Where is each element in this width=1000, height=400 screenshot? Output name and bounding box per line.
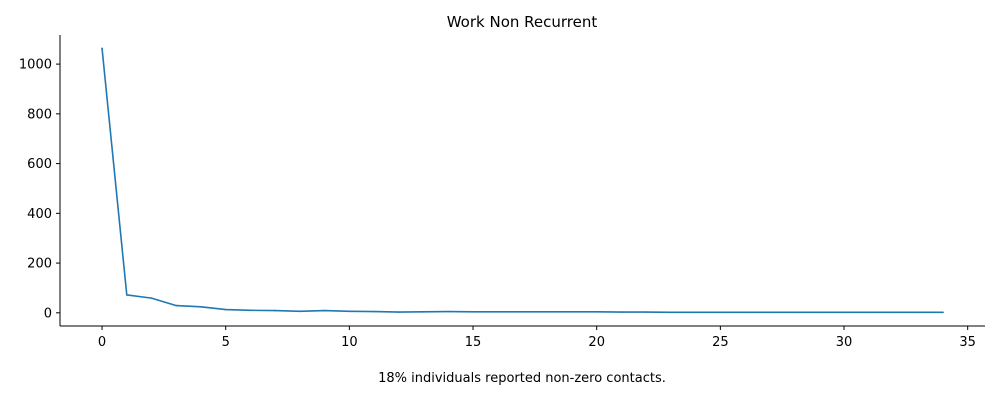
data-point <box>694 311 697 314</box>
y-tick-label: 1000 <box>19 58 52 73</box>
chart-note: 18% individuals reported non-zero contac… <box>378 371 666 386</box>
data-point <box>200 306 202 308</box>
data-point <box>472 311 474 313</box>
data-point <box>274 309 276 312</box>
x-axis-ticks: 0 5 10 15 20 25 30 35 <box>98 326 976 350</box>
x-tick-label: 10 <box>341 335 358 350</box>
data-point <box>521 311 524 313</box>
y-tick-label: 400 <box>27 207 52 222</box>
x-tick-label: 25 <box>712 335 729 350</box>
series-line <box>101 47 944 314</box>
x-tick-label: 20 <box>588 335 605 350</box>
data-point <box>843 311 845 314</box>
data-point <box>769 311 771 314</box>
data-point <box>744 311 746 314</box>
data-point <box>670 311 672 314</box>
chart-title: Work Non Recurrent <box>447 13 598 31</box>
data-point <box>917 311 920 314</box>
data-point <box>398 311 400 313</box>
data-point <box>546 311 549 313</box>
data-point <box>496 311 499 313</box>
x-tick-label: 0 <box>98 335 106 350</box>
data-point <box>422 311 425 313</box>
x-tick-label: 30 <box>836 335 853 350</box>
data-point <box>175 304 178 307</box>
data-point <box>373 310 375 313</box>
data-point <box>224 308 227 311</box>
data-point <box>892 311 895 314</box>
data-point <box>645 311 647 313</box>
data-point <box>150 297 153 299</box>
data-point <box>571 311 573 313</box>
data-point <box>101 47 103 50</box>
y-tick-label: 600 <box>27 157 52 172</box>
data-point <box>595 311 598 313</box>
data-point <box>867 311 870 314</box>
data-point <box>793 311 796 314</box>
data-point <box>447 310 450 313</box>
y-axis-ticks: 0 200 400 600 800 1000 <box>19 58 60 321</box>
data-point <box>818 311 821 314</box>
data-point <box>299 310 301 313</box>
data-point <box>942 311 944 314</box>
data-point <box>125 294 128 296</box>
data-point <box>249 309 252 312</box>
y-tick-label: 200 <box>27 257 52 272</box>
series-layer <box>101 47 944 314</box>
data-point <box>620 311 623 313</box>
axes <box>59 35 985 327</box>
x-tick-label: 15 <box>465 335 482 350</box>
x-tick-label: 35 <box>959 335 976 350</box>
y-tick-label: 0 <box>44 306 52 321</box>
y-tick-label: 800 <box>27 107 52 122</box>
x-tick-label: 5 <box>222 335 230 350</box>
data-point <box>348 310 351 313</box>
data-point <box>323 309 326 312</box>
data-point <box>719 311 722 314</box>
